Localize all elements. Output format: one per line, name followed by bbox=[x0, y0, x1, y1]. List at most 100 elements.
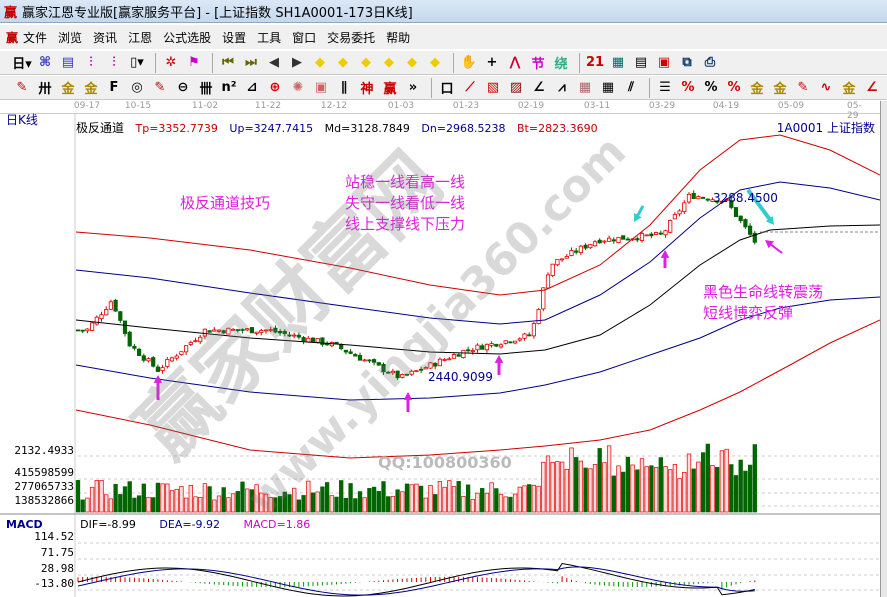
macd-header: MACD DIF=-8.99 DEA=-9.92 MACD=1.86 bbox=[6, 518, 310, 531]
next-icon[interactable]: ▶ bbox=[292, 55, 302, 70]
gold-1-icon[interactable]: 金 bbox=[61, 82, 75, 97]
menu-item[interactable]: 设置 bbox=[222, 30, 247, 45]
indicator-9-icon[interactable]: ⫶ bbox=[112, 55, 116, 70]
volume-bar bbox=[400, 491, 405, 513]
volume-bar bbox=[719, 450, 725, 513]
up-arrow-icon bbox=[494, 355, 504, 363]
star-icon[interactable]: ✺ bbox=[292, 80, 304, 95]
spiral-icon[interactable]: ◎ bbox=[131, 80, 143, 95]
prev-icon[interactable]: ◀ bbox=[269, 55, 279, 70]
grid-icon[interactable]: ▦ bbox=[578, 80, 592, 95]
wave-icon[interactable]: ⩘ bbox=[558, 80, 566, 95]
n2-icon[interactable]: n² bbox=[221, 80, 237, 95]
ladder-icon[interactable]: ☰ bbox=[659, 80, 671, 95]
menu-item[interactable]: 交易委托 bbox=[327, 30, 376, 45]
last-icon[interactable]: ⏭ bbox=[245, 55, 257, 70]
volume-bar bbox=[691, 468, 696, 513]
triangle-icon[interactable]: ⊿ bbox=[246, 80, 258, 95]
gold-3-icon[interactable]: 金 bbox=[842, 82, 856, 97]
kline-chart[interactable] bbox=[0, 101, 880, 597]
print-icon[interactable]: ⎙ bbox=[704, 55, 716, 70]
candle-type-icon[interactable]: ▯▾ bbox=[130, 55, 144, 70]
flag-icon[interactable]: ⚑ bbox=[188, 55, 200, 70]
save-icon[interactable]: ▣ bbox=[657, 55, 671, 70]
gold-lines-icon[interactable]: 金 bbox=[773, 82, 787, 97]
report-icon[interactable]: ▤ bbox=[634, 55, 648, 70]
shen-icon[interactable]: 神 bbox=[360, 82, 374, 97]
move-left-icon[interactable]: ◆ bbox=[315, 55, 325, 70]
vertical-scrollbar[interactable] bbox=[880, 101, 887, 597]
cycle-icon[interactable]: 绕 bbox=[554, 57, 568, 72]
grid-2-icon[interactable]: ▦ bbox=[601, 80, 615, 95]
macd-label[interactable]: MACD bbox=[6, 518, 43, 531]
pen-bar-icon[interactable]: ✎ bbox=[797, 80, 809, 95]
percent-icon[interactable]: % bbox=[704, 80, 718, 95]
ruler-icon[interactable]: ✎ bbox=[154, 80, 166, 95]
crosshair-icon[interactable]: + bbox=[486, 55, 498, 70]
pct-lines-icon[interactable]: % bbox=[727, 80, 741, 95]
zoom-in-icon[interactable]: ◆ bbox=[407, 55, 417, 70]
hand-icon[interactable]: ✋ bbox=[460, 55, 478, 70]
menu-item[interactable]: 文件 bbox=[23, 30, 48, 45]
shrink-icon[interactable]: ◆ bbox=[384, 55, 394, 70]
parallel-icon[interactable]: ⫽ bbox=[628, 80, 634, 95]
volume-bar bbox=[254, 484, 259, 513]
network-icon[interactable]: ⧉ bbox=[682, 55, 692, 70]
grid-box-icon[interactable]: ▧ bbox=[486, 80, 500, 95]
angle-icon[interactable]: ∥ bbox=[340, 80, 348, 95]
menu-logo[interactable]: 赢 bbox=[6, 30, 19, 45]
menu-item[interactable]: 窗口 bbox=[292, 30, 317, 45]
notes-icon[interactable]: ▤ bbox=[61, 55, 75, 70]
sine-icon[interactable]: ∿ bbox=[820, 80, 832, 95]
fan-icon[interactable]: ⟋ bbox=[465, 80, 475, 95]
first-icon[interactable]: ⏮ bbox=[222, 55, 234, 70]
indicator-3-icon[interactable]: ⫶ bbox=[89, 55, 93, 70]
lines-icon[interactable]: 卌 bbox=[199, 82, 213, 97]
fib-icon[interactable]: F bbox=[109, 80, 119, 95]
period-day-icon[interactable]: 日▾ bbox=[12, 57, 32, 72]
circle-grid-icon[interactable]: ⊖ bbox=[177, 80, 189, 95]
expand-icon[interactable]: ◆ bbox=[361, 55, 371, 70]
toolbar-main: 日▾ ⌘ ▤ ⫶ ⫶ ▯▾ ✲ ⚑ ⏮ ⏭ ◀ ▶ ◆ ◆ ◆ ◆ ◆ ◆ ✋ + ⋀ 节绕 21 ▦ ▤ ▣ ⧉ ⎙ bbox=[0, 50, 887, 75]
menu-item[interactable]: 工具 bbox=[257, 30, 282, 45]
gold-2-icon[interactable]: 金 bbox=[84, 82, 98, 97]
gann-icon[interactable]: ✲ bbox=[165, 55, 177, 70]
zoom-out-icon[interactable]: ◆ bbox=[430, 55, 440, 70]
menu-item[interactable]: 资讯 bbox=[93, 30, 118, 45]
calculator-icon[interactable]: ▦ bbox=[611, 55, 625, 70]
move-right-icon[interactable]: ◆ bbox=[338, 55, 348, 70]
date-tick: 01-03 bbox=[387, 101, 415, 111]
pen-icon[interactable]: ✎ bbox=[16, 80, 28, 95]
festival-icon[interactable]: 节 bbox=[531, 57, 545, 72]
candle-body bbox=[151, 357, 156, 367]
band-bottom-line bbox=[75, 319, 880, 459]
menu-item[interactable]: 江恩 bbox=[128, 30, 153, 45]
candle-body bbox=[113, 299, 118, 312]
menu-item[interactable]: 浏览 bbox=[58, 30, 83, 45]
ying-icon[interactable]: 赢 bbox=[383, 82, 397, 97]
volume-bar bbox=[672, 464, 678, 513]
target-icon[interactable]: ⊕ bbox=[269, 80, 281, 95]
volume-bar bbox=[418, 485, 424, 513]
frame-icon[interactable]: 口 bbox=[440, 82, 454, 97]
pct-line-icon[interactable]: % bbox=[681, 80, 695, 95]
volume-bar bbox=[357, 491, 363, 513]
macd-value: MACD=1.86 bbox=[243, 518, 311, 531]
menu-item[interactable]: 公式选股 bbox=[163, 30, 212, 45]
menu-item[interactable]: 帮助 bbox=[386, 30, 411, 45]
gold-circle-icon[interactable]: 金 bbox=[750, 82, 764, 97]
volume-bar bbox=[249, 489, 255, 513]
angle-2-icon[interactable]: ∠ bbox=[533, 80, 545, 95]
more-icon[interactable]: » bbox=[408, 80, 418, 95]
hash-icon[interactable]: 卅 bbox=[38, 82, 52, 97]
chart-canvas[interactable] bbox=[0, 101, 880, 597]
line-draw-icon[interactable]: ⋀ bbox=[509, 55, 521, 70]
angle-3-icon[interactable]: ∠ bbox=[866, 80, 878, 95]
box-icon[interactable]: ▣ bbox=[314, 80, 328, 95]
candle-body bbox=[273, 327, 278, 333]
chart-type-icon[interactable]: ⌘ bbox=[38, 55, 52, 70]
volume-bar bbox=[639, 458, 645, 513]
calendar-icon[interactable]: 21 bbox=[585, 55, 605, 70]
grid-box-2-icon[interactable]: ▨ bbox=[509, 80, 523, 95]
volume-bar bbox=[273, 497, 278, 513]
